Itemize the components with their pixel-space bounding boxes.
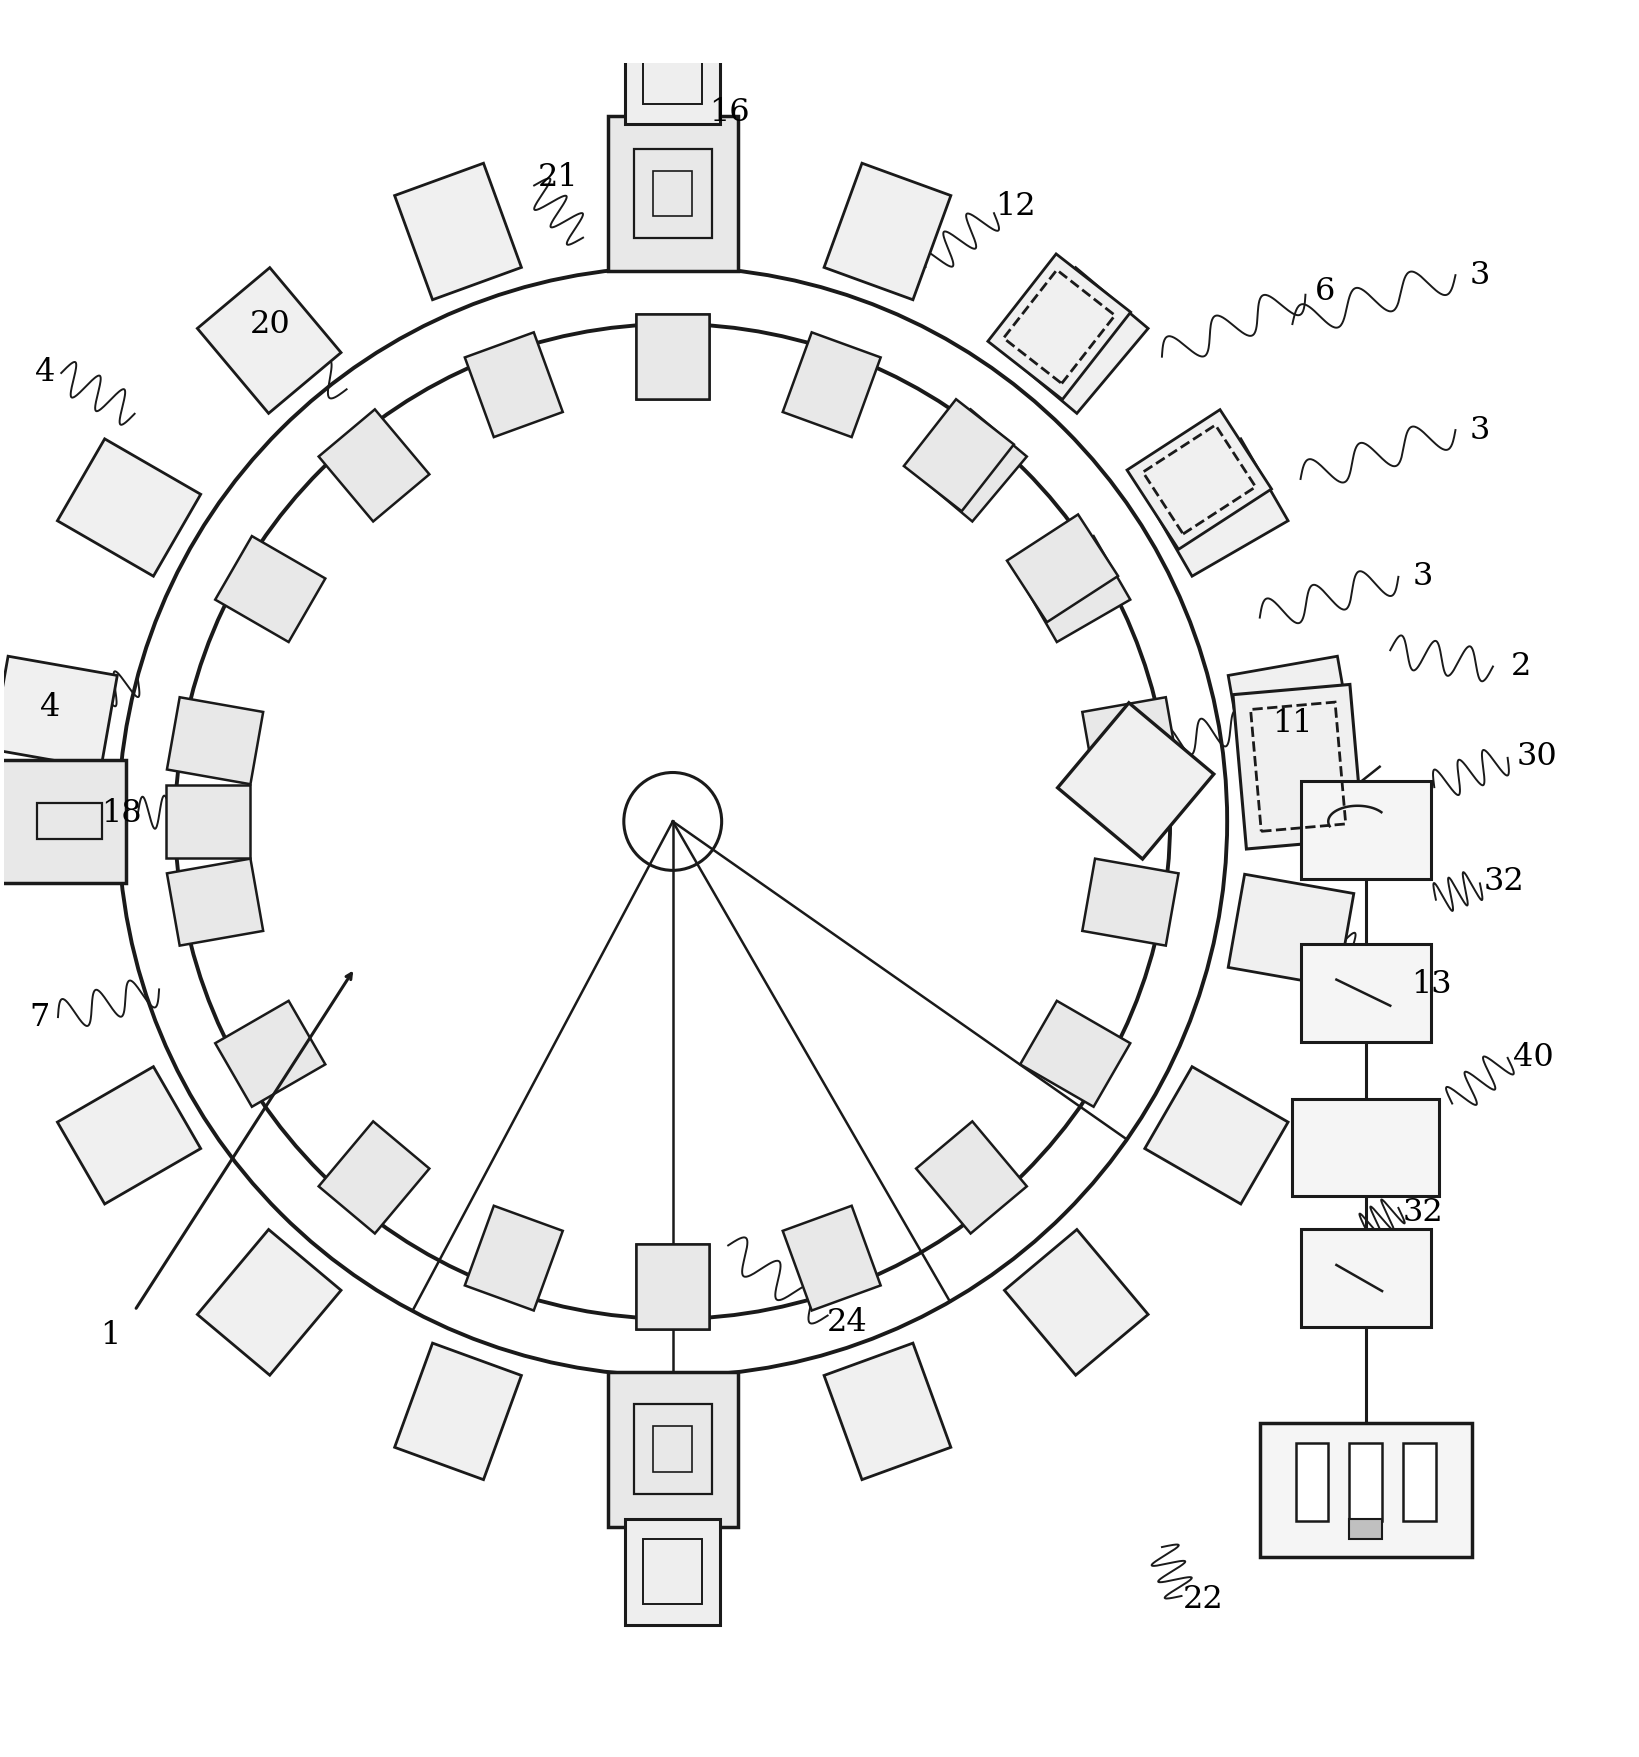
Polygon shape [167, 859, 264, 945]
Text: 32: 32 [1403, 1197, 1444, 1228]
Text: 12: 12 [995, 192, 1036, 221]
Polygon shape [1019, 1001, 1131, 1107]
Polygon shape [215, 536, 325, 641]
Text: 7: 7 [30, 1001, 51, 1033]
Polygon shape [783, 1205, 880, 1311]
Text: 20: 20 [249, 309, 290, 339]
Polygon shape [465, 1205, 562, 1311]
Polygon shape [1144, 439, 1288, 576]
Text: 16: 16 [710, 97, 751, 128]
Polygon shape [57, 1066, 200, 1204]
Polygon shape [1057, 703, 1214, 859]
Polygon shape [1005, 267, 1149, 413]
Polygon shape [1144, 1066, 1288, 1204]
Polygon shape [197, 267, 341, 413]
Text: 3: 3 [1470, 415, 1490, 446]
Polygon shape [318, 1121, 429, 1233]
Polygon shape [1233, 685, 1364, 849]
Text: 32: 32 [1483, 866, 1524, 898]
Polygon shape [1228, 655, 1354, 768]
Polygon shape [1293, 1098, 1439, 1197]
Text: 11: 11 [1272, 708, 1313, 740]
Polygon shape [783, 332, 880, 437]
Polygon shape [1019, 536, 1131, 641]
Polygon shape [608, 116, 738, 271]
Text: 1: 1 [100, 1320, 120, 1351]
Polygon shape [1349, 1442, 1382, 1522]
Polygon shape [903, 399, 1015, 511]
Polygon shape [167, 698, 264, 784]
Text: 40: 40 [1513, 1042, 1554, 1074]
Polygon shape [636, 315, 710, 399]
Text: 24: 24 [826, 1307, 867, 1337]
Text: 2: 2 [1511, 652, 1531, 682]
Polygon shape [0, 655, 118, 768]
Polygon shape [197, 1230, 341, 1376]
Bar [1349, 1520, 1382, 1539]
Polygon shape [1228, 875, 1354, 987]
Polygon shape [395, 163, 521, 300]
Text: 30: 30 [1516, 741, 1557, 771]
Polygon shape [1403, 1442, 1436, 1522]
Text: 4: 4 [39, 692, 61, 722]
Polygon shape [916, 1121, 1026, 1233]
Polygon shape [626, 18, 720, 125]
Polygon shape [465, 332, 562, 437]
Polygon shape [1082, 859, 1178, 945]
Polygon shape [1301, 944, 1431, 1042]
Polygon shape [1301, 780, 1431, 878]
Polygon shape [1260, 1423, 1472, 1557]
Text: 21: 21 [538, 162, 579, 193]
Polygon shape [988, 255, 1131, 399]
Polygon shape [1301, 1230, 1431, 1327]
Polygon shape [824, 163, 951, 300]
Polygon shape [636, 1244, 710, 1328]
Polygon shape [916, 409, 1026, 522]
Polygon shape [1128, 409, 1272, 550]
Text: 3: 3 [1470, 260, 1490, 290]
Polygon shape [636, 315, 710, 399]
Text: 22: 22 [1182, 1583, 1223, 1615]
Text: 18: 18 [102, 798, 143, 829]
Polygon shape [1082, 698, 1178, 784]
Text: 13: 13 [1411, 970, 1451, 1000]
Text: 6: 6 [1314, 276, 1336, 307]
Polygon shape [1005, 1230, 1149, 1376]
Polygon shape [395, 1342, 521, 1479]
Text: 3: 3 [1413, 560, 1432, 592]
Polygon shape [0, 761, 126, 882]
Polygon shape [318, 409, 429, 522]
Polygon shape [824, 1342, 951, 1479]
Polygon shape [166, 785, 251, 857]
Polygon shape [626, 1518, 720, 1625]
Polygon shape [215, 1001, 325, 1107]
Polygon shape [1296, 1442, 1328, 1522]
Polygon shape [608, 1372, 738, 1527]
Polygon shape [57, 439, 200, 576]
Polygon shape [636, 1244, 710, 1328]
Polygon shape [1006, 515, 1118, 622]
Text: 4: 4 [34, 357, 56, 388]
